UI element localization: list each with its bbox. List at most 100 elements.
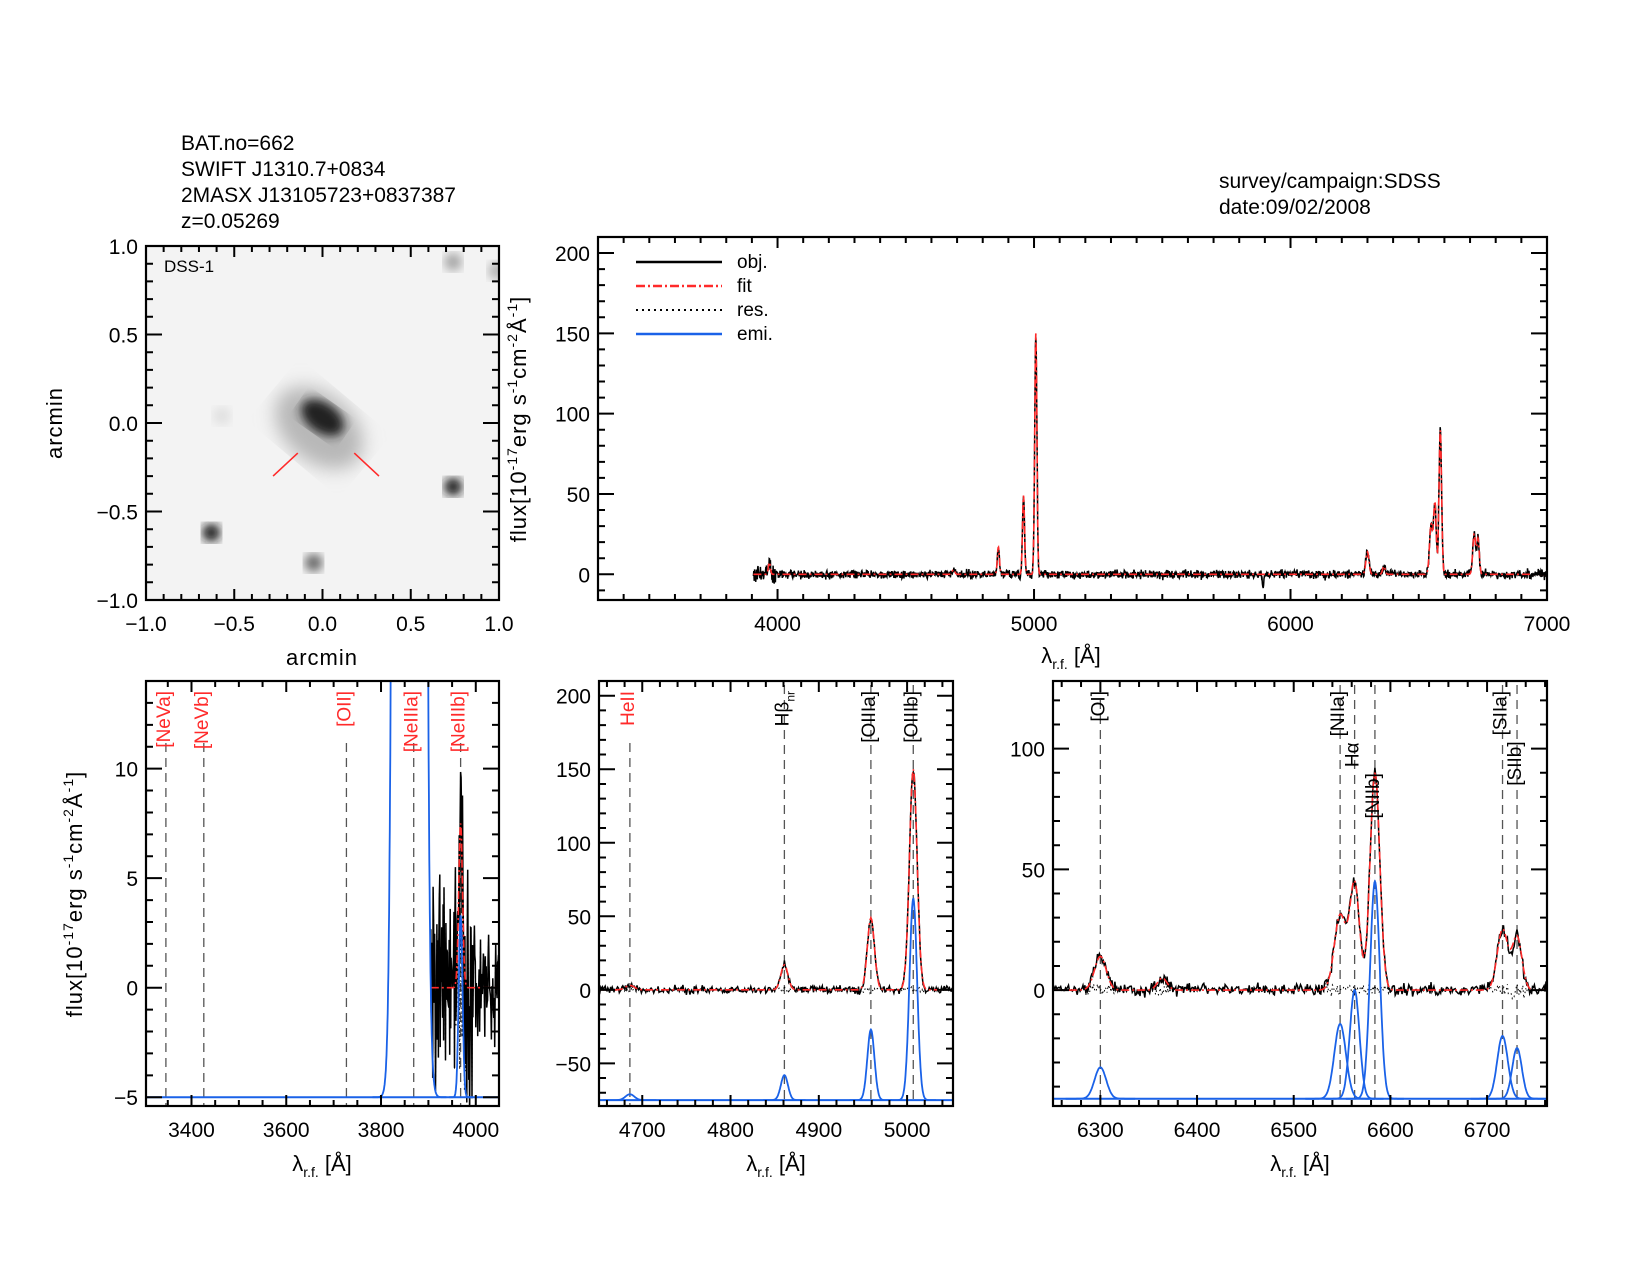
x-tick-label: 7000 (1524, 613, 1571, 636)
x-tick-label: 6500 (1270, 1119, 1317, 1142)
axis-ticks (599, 680, 953, 1106)
x-tick-label: 6000 (1267, 613, 1314, 636)
y-tick-label: 5 (126, 868, 138, 891)
x-tick-label: 0.5 (396, 613, 425, 636)
y-tick-label: 50 (1022, 859, 1045, 882)
object-series (752, 336, 1547, 589)
panel-mid: HeII Hβnr [OIIIa] [OIIIb] 4700 4800 4900 5000 −5… (555, 679, 955, 1180)
tick-marks (1053, 681, 1547, 1106)
x-tick-label: 4000 (754, 613, 801, 636)
legend-label: emi. (737, 324, 773, 345)
x-tick-label: −0.5 (214, 613, 255, 636)
swift-name: SWIFT J1310.7+0834 (181, 158, 386, 181)
x-tick-label: 3800 (358, 1119, 405, 1142)
line-marker-label: Hα (1343, 742, 1364, 767)
x-tick-label: 6300 (1077, 1119, 1124, 1142)
plot-frame (596, 235, 1549, 602)
tick-marks (146, 680, 499, 1106)
x-axis-label: λr.f. [Å] (292, 1151, 352, 1180)
tick-marks (599, 680, 953, 1106)
plot-area (1053, 685, 1547, 1106)
line-marker-label: Hβnr (772, 691, 797, 726)
legend: obj. fit res. emi. (636, 252, 773, 345)
y-tick-label: 0 (1033, 980, 1045, 1003)
y-tick-label: −0.5 (97, 502, 138, 525)
line-marker-label: [OIIIb] (901, 691, 922, 743)
x-tick-label: 0.0 (308, 613, 337, 636)
line-marker-label: [NeVa] (154, 691, 175, 748)
line-marker-label: [NIIb] (1363, 773, 1384, 818)
plot-area (146, 681, 499, 1106)
y-tick-label: 100 (1010, 739, 1045, 762)
axis-ticks (146, 680, 499, 1106)
y-axis-label: flux[10-17erg s-1cm-2Å-1] (504, 296, 531, 542)
fit-series (1053, 772, 1547, 991)
y-tick-label: 10 (115, 759, 138, 782)
panel-right: [OI] [NIIa] Hα [NIIb] [SIIa] [SIIb] 6300 6400 65… (1010, 679, 1549, 1180)
x-tick-label: 6700 (1464, 1119, 1511, 1142)
x-tick-label: 1.0 (484, 613, 513, 636)
line-marker-label: HeII (618, 691, 639, 726)
star-source (444, 252, 463, 271)
star-source (212, 406, 231, 425)
fit-series (599, 769, 953, 991)
y-tick-label: 50 (567, 484, 590, 507)
star-source (304, 553, 323, 572)
line-marker-label: [OIIIa] (859, 691, 880, 743)
y-tick-label: 200 (556, 686, 591, 709)
y-tick-label: 150 (556, 759, 591, 782)
line-marker-label: [NeVb] (192, 691, 213, 749)
y-axis-label: flux[10-17erg s-1cm-2Å-1] (60, 771, 87, 1017)
x-tick-label: 4000 (452, 1119, 499, 1142)
image-survey-label: DSS-1 (164, 257, 214, 276)
legend-label: fit (737, 276, 753, 297)
x-tick-label: 3600 (263, 1119, 310, 1142)
line-marker-label: [SIIb] (1505, 741, 1526, 785)
x-tick-label: 6400 (1174, 1119, 1221, 1142)
y-tick-label: 200 (555, 243, 590, 266)
header-info: BAT.no=662 SWIFT J1310.7+0834 2MASX J131… (181, 132, 1441, 233)
plot-area (599, 685, 953, 1106)
line-marker-label: [NeIIIb] (449, 691, 470, 752)
x-axis-label: λr.f. [Å] (1041, 643, 1101, 672)
fit-series (753, 333, 1547, 576)
x-axis-label: λr.f. [Å] (1270, 1151, 1330, 1180)
y-tick-label: 0.0 (109, 413, 138, 436)
x-tick-label: 3400 (168, 1119, 215, 1142)
panel-image: DSS-1 −1.0 −0.5 0.0 0.5 1.0 −1.0 −0.5 0.0 0.5 1.0 a… (42, 236, 514, 670)
x-tick-label: 4700 (619, 1119, 666, 1142)
plot-frame (597, 679, 955, 1108)
y-tick-label: 0 (578, 564, 590, 587)
target-marker (353, 452, 380, 477)
y-tick-label: −50 (555, 1053, 591, 1076)
star-source (202, 523, 221, 542)
y-tick-label: 0 (126, 978, 138, 1001)
x-tick-label: −1.0 (125, 613, 166, 636)
object-series (1053, 767, 1547, 998)
legend-label: obj. (737, 252, 768, 273)
bat-number: BAT.no=662 (181, 132, 294, 155)
object-series (599, 769, 953, 996)
y-tick-label: 0.5 (109, 325, 138, 348)
x-axis-label: arcmin (286, 645, 358, 670)
plot-frame (1051, 679, 1549, 1108)
survey-campaign: survey/campaign:SDSS (1219, 170, 1441, 193)
plot-area (752, 333, 1547, 589)
galaxy-core (301, 399, 344, 437)
plot-area (146, 246, 499, 600)
x-tick-label: 5000 (884, 1119, 931, 1142)
x-tick-label: 5000 (1011, 613, 1058, 636)
target-marker (272, 452, 299, 477)
y-tick-label: −1.0 (97, 590, 138, 613)
line-marker-label: [OI] (1088, 691, 1109, 722)
x-tick-label: 4800 (707, 1119, 754, 1142)
legend-label: res. (737, 300, 769, 321)
line-marker-label: [OII] (334, 691, 355, 727)
panel-left: [NeVa] [NeVb] [OII] [NeIIIa] [NeIIIb] 3400 360… (60, 679, 501, 1180)
redshift: z=0.05269 (181, 210, 280, 233)
y-tick-label: 0 (579, 980, 591, 1003)
x-tick-label: 6600 (1367, 1119, 1414, 1142)
line-marker-label: [NIIa] (1328, 691, 1349, 736)
plot-frame (144, 679, 501, 1108)
